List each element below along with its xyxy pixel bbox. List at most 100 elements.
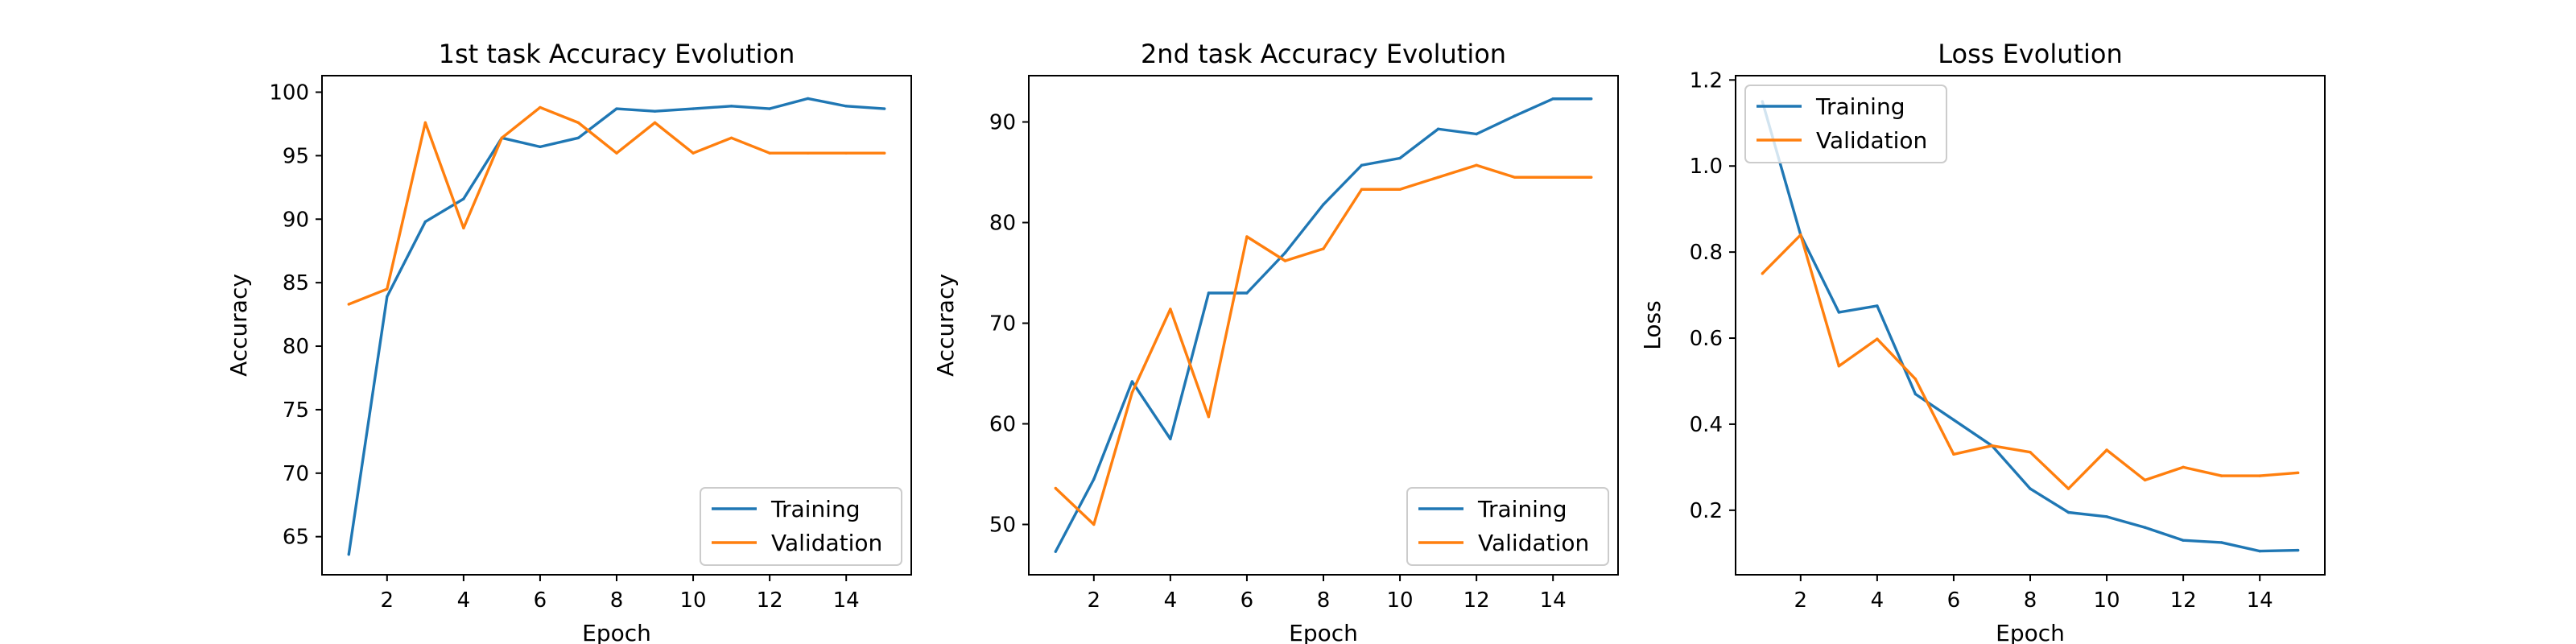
data-point-validation: [844, 151, 848, 155]
legend: Training Validation: [1744, 85, 1947, 163]
data-point-validation: [1837, 365, 1841, 368]
data-point-training: [2258, 549, 2261, 553]
x-tick-label: 2: [1794, 588, 1808, 613]
data-point-validation: [1207, 415, 1211, 419]
data-point-training: [1283, 251, 1287, 254]
data-point-validation: [347, 303, 350, 306]
data-point-validation: [1169, 308, 1172, 311]
data-point-validation: [2143, 478, 2147, 482]
y-tick-label: 1.2: [1690, 68, 1723, 93]
data-point-training: [2143, 526, 2147, 529]
data-point-training: [1837, 311, 1841, 314]
data-point-validation: [806, 151, 810, 155]
chart-title: 1st task Accuracy Evolution: [439, 39, 795, 69]
legend-label-validation: Validation: [1478, 530, 1589, 556]
y-tick-label: 60: [989, 413, 1016, 437]
data-point-validation: [539, 105, 542, 109]
x-tick-label: 6: [1241, 588, 1254, 613]
legend: Training Validation: [1406, 487, 1609, 566]
legend-box: [1406, 487, 1609, 566]
data-point-validation: [1092, 522, 1096, 526]
data-point-validation: [1590, 175, 1593, 179]
data-point-validation: [1876, 337, 1879, 341]
data-point-validation: [500, 136, 504, 139]
x-tick-label: 14: [1540, 588, 1567, 613]
data-point-validation: [2029, 450, 2032, 454]
y-tick-label: 70: [989, 312, 1016, 336]
x-axis-label: Epoch: [582, 620, 651, 644]
legend-label-training: Training: [1477, 496, 1567, 522]
data-point-training: [1913, 392, 1918, 396]
x-tick-label: 4: [1164, 588, 1178, 613]
chart-panel-loss: Loss Evolution Epoch Loss 2 4 6 8 10 12 14 0.2 0…: [1639, 39, 2326, 644]
data-point-training: [1876, 304, 1879, 308]
data-point-training: [1436, 127, 1440, 130]
data-point-training: [1551, 97, 1554, 101]
tick-group: 2 4 6 8 10 12 14 50 60 70 80 90: [989, 111, 1567, 613]
data-point-validation: [1913, 378, 1918, 381]
data-point-validation: [2182, 465, 2185, 469]
x-tick-label: 10: [2094, 588, 2120, 613]
y-tick-label: 80: [283, 335, 309, 359]
data-point-training: [806, 97, 810, 101]
y-axis-label: Accuracy: [932, 274, 959, 377]
data-point-training: [2219, 541, 2223, 544]
x-tick-label: 2: [1088, 588, 1101, 613]
y-tick-label: 95: [283, 144, 309, 168]
axes-frame: [321, 75, 912, 576]
data-point-training: [2029, 487, 2032, 490]
y-axis-label: Accuracy: [225, 274, 252, 377]
data-point-training: [2066, 510, 2070, 514]
y-tick-label: 75: [283, 398, 309, 423]
data-point-validation: [615, 151, 618, 155]
data-point-validation: [1551, 175, 1554, 179]
y-tick-label: 85: [283, 271, 309, 295]
legend-label-training: Training: [770, 496, 860, 522]
x-tick-label: 10: [1387, 588, 1414, 613]
y-tick-label: 90: [989, 111, 1016, 135]
data-point-training: [576, 136, 580, 139]
data-point-validation: [729, 136, 733, 139]
data-point-validation: [883, 151, 886, 155]
x-tick-label: 2: [381, 588, 394, 613]
data-point-validation: [1054, 486, 1057, 490]
data-point-validation: [1398, 188, 1402, 191]
data-point-validation: [1283, 259, 1287, 262]
data-point-validation: [2066, 487, 2070, 490]
legend-label-training: Training: [1815, 93, 1905, 120]
data-point-validation: [576, 121, 580, 125]
legend: Training Validation: [700, 487, 902, 566]
data-point-training: [2182, 539, 2185, 542]
chart-title: 2nd task Accuracy Evolution: [1141, 39, 1506, 69]
data-point-training: [1169, 437, 1172, 440]
data-point-validation: [1952, 452, 1955, 456]
data-point-validation: [2258, 474, 2261, 477]
data-point-training: [423, 220, 427, 224]
y-tick-label: 80: [989, 212, 1016, 236]
data-point-training: [691, 107, 695, 110]
x-axis-label: Epoch: [1996, 620, 2065, 644]
data-point-validation: [1322, 247, 1325, 250]
data-point-training: [1092, 477, 1096, 481]
y-axis-label: Loss: [1639, 300, 1666, 349]
data-point-training: [883, 107, 886, 110]
chart-title: Loss Evolution: [1938, 39, 2123, 69]
x-tick-label: 4: [457, 588, 471, 613]
y-tick-label: 0.4: [1690, 413, 1723, 437]
data-point-validation: [2297, 471, 2300, 475]
x-tick-label: 8: [610, 588, 624, 613]
data-point-training: [1398, 156, 1402, 160]
x-tick-label: 12: [2170, 588, 2197, 613]
data-point-training: [1513, 114, 1517, 118]
axes-frame: [1028, 75, 1619, 576]
data-point-training: [539, 145, 542, 149]
data-point-validation: [386, 287, 389, 291]
data-point-validation: [1799, 233, 1802, 237]
data-point-validation: [691, 151, 695, 155]
data-point-validation: [1436, 175, 1440, 179]
tick-group: 2 4 6 8 10 12 14 0.2 0.4 0.6 0.8 1.0 1.2: [1690, 68, 2273, 613]
data-point-validation: [1990, 444, 1994, 448]
x-tick-label: 8: [2024, 588, 2037, 613]
